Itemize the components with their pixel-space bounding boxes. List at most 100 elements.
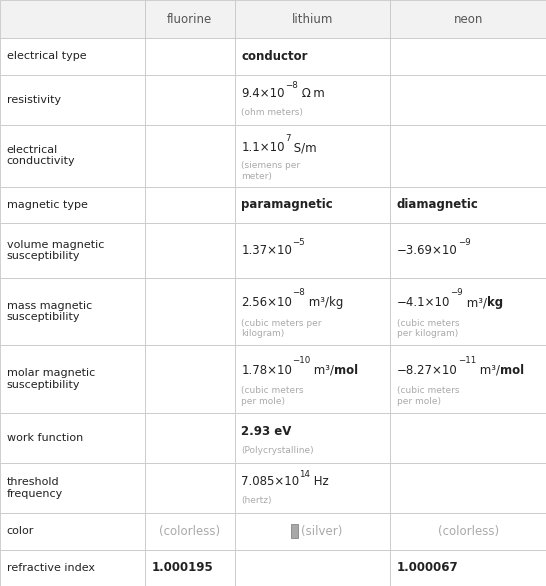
Text: 7.085×10: 7.085×10 — [241, 475, 299, 488]
Bar — [235, 463, 390, 513]
Text: (siemens per
meter): (siemens per meter) — [241, 161, 300, 180]
Bar — [235, 75, 390, 125]
Text: magnetic type: magnetic type — [7, 200, 87, 210]
Bar — [235, 125, 390, 186]
Text: 7: 7 — [285, 134, 290, 143]
Bar — [235, 223, 390, 278]
Bar — [0, 186, 145, 223]
Text: conductor: conductor — [241, 50, 308, 63]
Bar — [235, 278, 390, 345]
Text: mol: mol — [335, 364, 359, 377]
Text: (cubic meters
per mole): (cubic meters per mole) — [241, 386, 304, 406]
Bar — [0, 513, 145, 550]
Text: color: color — [7, 526, 34, 536]
Text: 1.37×10: 1.37×10 — [241, 244, 292, 257]
Text: 14: 14 — [299, 469, 311, 479]
Bar — [0, 463, 145, 513]
Text: (cubic meters
per kilogram): (cubic meters per kilogram) — [397, 319, 459, 338]
Text: threshold
frequency: threshold frequency — [7, 477, 63, 499]
Bar — [145, 75, 235, 125]
Text: resistivity: resistivity — [7, 95, 61, 105]
Text: −5: −5 — [292, 238, 305, 247]
Bar — [390, 38, 546, 75]
Bar — [390, 345, 546, 413]
Text: (cubic meters
per mole): (cubic meters per mole) — [397, 386, 459, 406]
Text: (colorless): (colorless) — [438, 525, 498, 538]
Text: −8: −8 — [292, 288, 305, 297]
Text: work function: work function — [7, 433, 83, 443]
Text: −9: −9 — [450, 288, 463, 297]
Text: volume magnetic
susceptibility: volume magnetic susceptibility — [7, 240, 104, 261]
Text: S/m: S/m — [290, 141, 317, 154]
Text: 1.000067: 1.000067 — [397, 561, 459, 574]
Text: (colorless): (colorless) — [159, 525, 220, 538]
Text: −9: −9 — [458, 238, 470, 247]
Bar — [145, 550, 235, 586]
Text: −8: −8 — [285, 81, 298, 90]
Text: −3.69×10: −3.69×10 — [397, 244, 458, 257]
Text: Ω m: Ω m — [298, 87, 324, 100]
Text: molar magnetic
susceptibility: molar magnetic susceptibility — [7, 369, 95, 390]
Bar — [0, 75, 145, 125]
Bar — [291, 524, 298, 538]
Bar — [390, 186, 546, 223]
Text: m³/kg: m³/kg — [305, 297, 343, 309]
Text: −4.1×10: −4.1×10 — [397, 297, 450, 309]
Text: mol: mol — [500, 364, 524, 377]
Bar — [390, 125, 546, 186]
Text: lithium: lithium — [292, 13, 333, 26]
Bar — [0, 0, 145, 38]
Bar — [390, 513, 546, 550]
Bar — [0, 550, 145, 586]
Bar — [0, 413, 145, 463]
Text: −10: −10 — [292, 356, 311, 364]
Bar — [390, 278, 546, 345]
Bar — [0, 345, 145, 413]
Bar — [235, 0, 390, 38]
Text: 1.1×10: 1.1×10 — [241, 141, 285, 154]
Text: Hz: Hz — [311, 475, 329, 488]
Text: 9.4×10: 9.4×10 — [241, 87, 285, 100]
Text: fluorine: fluorine — [167, 13, 212, 26]
Text: (ohm meters): (ohm meters) — [241, 108, 303, 117]
Bar — [390, 0, 546, 38]
Bar — [0, 38, 145, 75]
Text: diamagnetic: diamagnetic — [397, 198, 479, 211]
Text: 1.78×10: 1.78×10 — [241, 364, 292, 377]
Text: 2.56×10: 2.56×10 — [241, 297, 292, 309]
Text: (silver): (silver) — [301, 525, 343, 538]
Bar — [145, 186, 235, 223]
Bar — [390, 550, 546, 586]
Bar — [235, 413, 390, 463]
Bar — [145, 223, 235, 278]
Bar — [235, 345, 390, 413]
Text: neon: neon — [454, 13, 483, 26]
Bar — [145, 0, 235, 38]
Bar — [145, 413, 235, 463]
Text: electrical
conductivity: electrical conductivity — [7, 145, 75, 166]
Text: −11: −11 — [458, 356, 476, 364]
Text: mass magnetic
susceptibility: mass magnetic susceptibility — [7, 301, 92, 322]
Bar — [145, 125, 235, 186]
Bar — [0, 223, 145, 278]
Text: 1.000195: 1.000195 — [151, 561, 213, 574]
Text: electrical type: electrical type — [7, 52, 86, 62]
Bar — [390, 223, 546, 278]
Bar — [0, 125, 145, 186]
Bar — [145, 38, 235, 75]
Text: paramagnetic: paramagnetic — [241, 198, 333, 211]
Text: m³/: m³/ — [476, 364, 500, 377]
Bar — [235, 550, 390, 586]
Text: 2.93 eV: 2.93 eV — [241, 425, 292, 438]
Text: (Polycrystalline): (Polycrystalline) — [241, 446, 314, 455]
Bar — [145, 278, 235, 345]
Bar — [145, 345, 235, 413]
Bar — [390, 75, 546, 125]
Bar — [235, 38, 390, 75]
Text: (hertz): (hertz) — [241, 496, 272, 505]
Bar — [0, 278, 145, 345]
Text: (cubic meters per
kilogram): (cubic meters per kilogram) — [241, 319, 322, 338]
Text: refractive index: refractive index — [7, 563, 94, 573]
Bar — [235, 513, 390, 550]
Text: m³/: m³/ — [463, 297, 487, 309]
